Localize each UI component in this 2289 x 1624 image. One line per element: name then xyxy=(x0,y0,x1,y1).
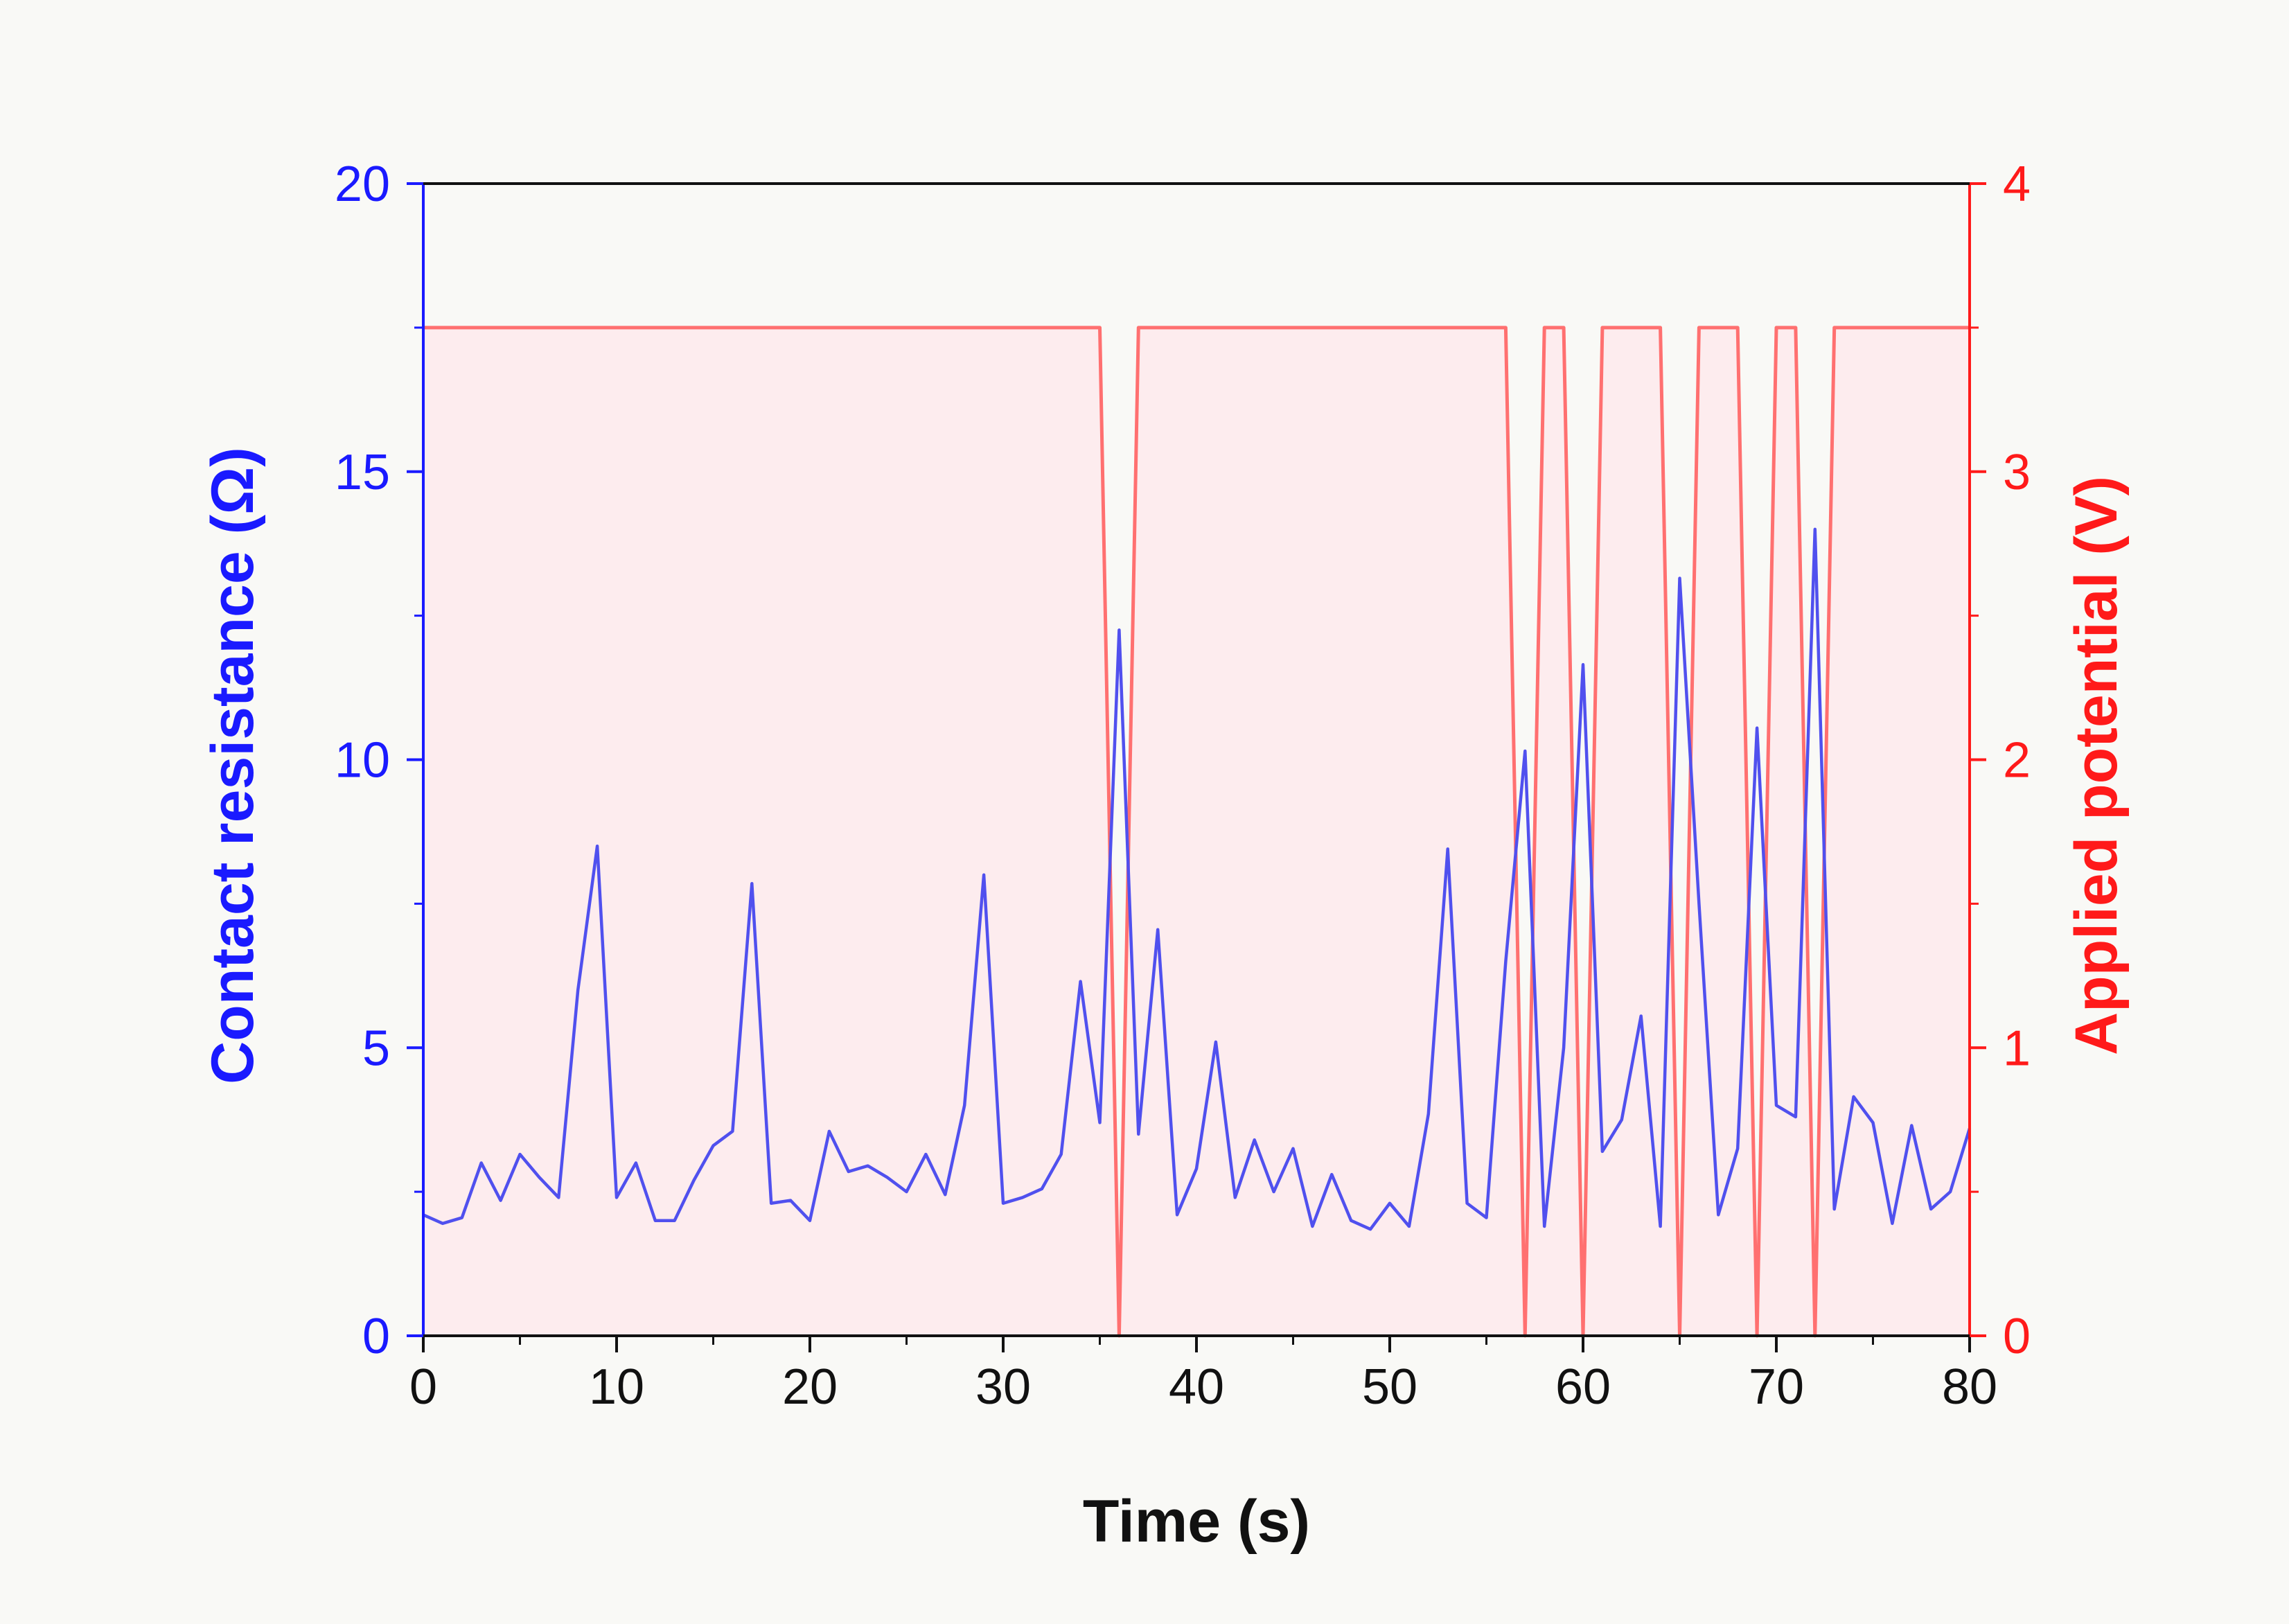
right-y-tick-label: 4 xyxy=(2003,157,2031,212)
right-y-tick-label: 1 xyxy=(2003,1021,2031,1076)
x-axis-title: Time (s) xyxy=(1083,1488,1310,1555)
applied-potential-line xyxy=(423,326,1970,1338)
x-tick-label: 10 xyxy=(589,1359,644,1415)
left-y-tick-label: 20 xyxy=(335,157,390,212)
left-y-tick-label: 0 xyxy=(362,1309,390,1364)
potential-area-fill xyxy=(423,327,1970,1336)
left-y-tick-label: 5 xyxy=(362,1021,390,1076)
x-tick-label: 40 xyxy=(1169,1359,1224,1415)
right-y-tick-label: 0 xyxy=(2003,1309,2031,1364)
left-y-tick-label: 15 xyxy=(335,445,390,500)
left-y-axis-title: Contact resistance (Ω) xyxy=(200,447,266,1084)
plot-area xyxy=(423,326,1972,1338)
right-y-axis-title: Applied potential (V) xyxy=(2063,476,2130,1055)
x-tick-label: 20 xyxy=(782,1359,838,1415)
right-y-tick-label: 3 xyxy=(2003,445,2031,500)
contact-resistance-line xyxy=(423,527,1972,1231)
left-y-tick-label: 10 xyxy=(335,733,390,788)
x-tick-label: 30 xyxy=(975,1359,1031,1415)
x-tick-label: 50 xyxy=(1362,1359,1417,1415)
x-tick-label: 60 xyxy=(1555,1359,1611,1415)
x-tick-label: 70 xyxy=(1749,1359,1804,1415)
right-y-tick-label: 2 xyxy=(2003,733,2031,788)
x-tick-label: 0 xyxy=(409,1359,437,1415)
x-tick-label: 80 xyxy=(1942,1359,1997,1415)
